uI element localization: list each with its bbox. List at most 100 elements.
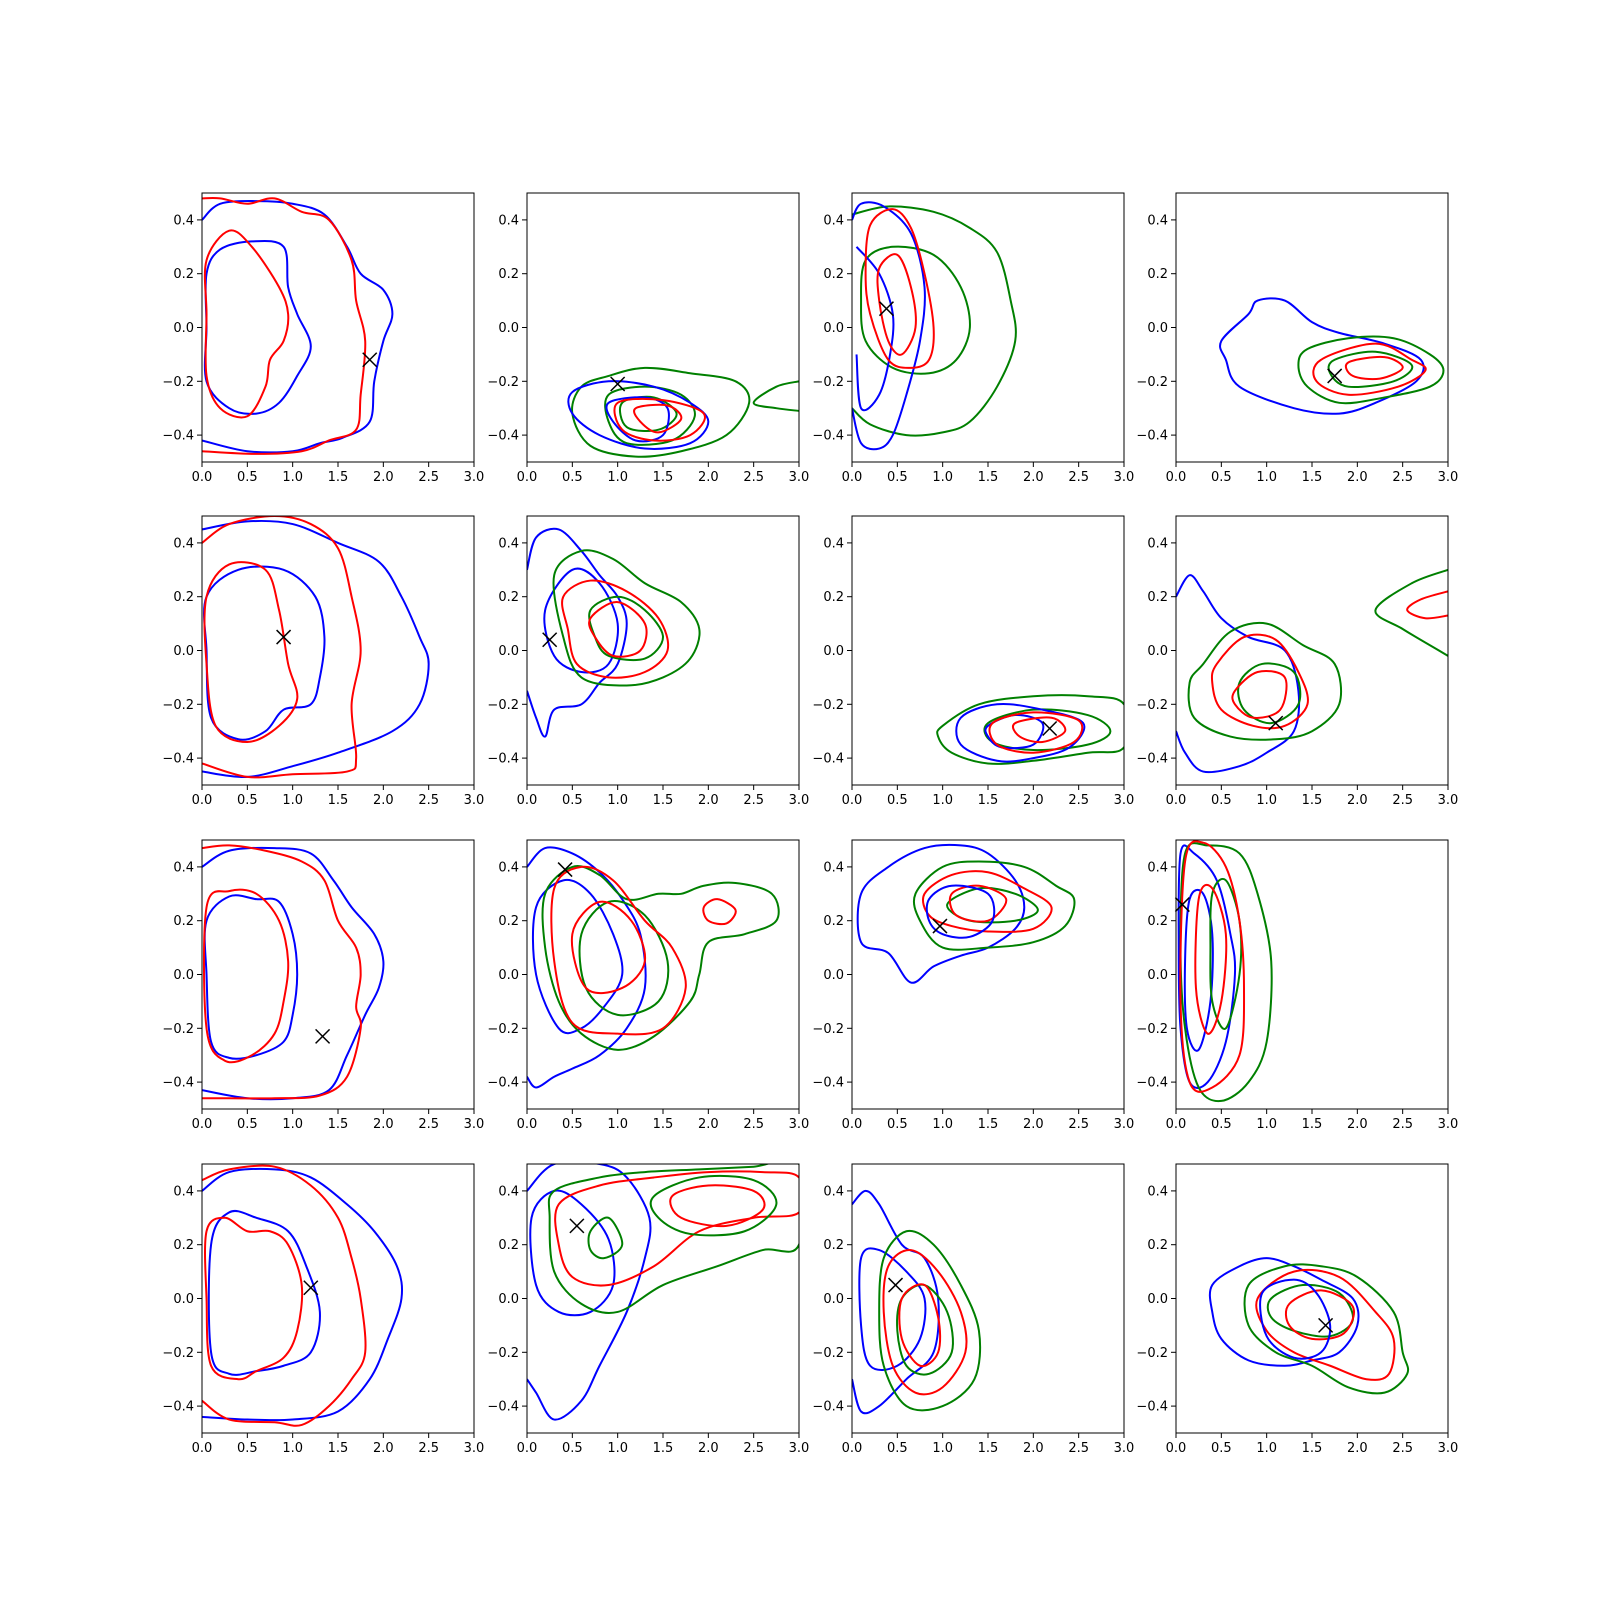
x-marker (1268, 715, 1284, 731)
x-tick-label: 2.0 (698, 1117, 719, 1132)
x-tick-label: 1.5 (653, 1441, 674, 1456)
contour-lines (936, 694, 1124, 765)
contour-lines (1177, 840, 1273, 1103)
y-tick-label: −0.2 (487, 698, 519, 713)
blue-contour-line (207, 1209, 321, 1376)
red-contour-line (1179, 840, 1246, 1093)
blue-contour-line (527, 1164, 652, 1421)
y-tick-label: 0.4 (498, 213, 519, 228)
x-tick-label: 2.5 (1392, 470, 1413, 485)
x-marker (1327, 368, 1343, 384)
x-tick-label: 2.5 (1068, 793, 1089, 808)
y-tick-label: 0.0 (1147, 968, 1168, 983)
axes-frame (1175, 192, 1449, 463)
y-tick-label: 0.2 (1147, 914, 1168, 929)
green-contour-line (578, 900, 670, 1017)
red-contour-line (613, 397, 706, 442)
x-marker (315, 1028, 331, 1044)
green-contour-line (547, 1164, 799, 1314)
x-tick-label: 0.0 (842, 793, 863, 808)
y-tick-label: −0.4 (487, 429, 519, 444)
x-tick-label: 1.0 (1256, 1117, 1277, 1132)
green-contour-line (752, 380, 799, 412)
red-contour-line (570, 900, 647, 995)
x-marker (276, 629, 292, 645)
green-contour-line (649, 1174, 778, 1237)
contour-lines (202, 196, 394, 455)
y-tick-label: 0.0 (173, 644, 194, 659)
y-tick-label: 0.4 (823, 536, 844, 551)
x-tick-label: 1.0 (932, 1117, 953, 1132)
y-tick-label: −0.2 (162, 1022, 194, 1037)
y-tick-label: 0.2 (823, 267, 844, 282)
x-tick-label: 0.5 (1211, 1441, 1232, 1456)
contour-lines (1208, 1257, 1410, 1395)
contour-lines (202, 1164, 404, 1427)
y-tick-label: −0.2 (1136, 698, 1168, 713)
red-contour-line (948, 884, 1008, 923)
blue-contour-line (1176, 574, 1301, 774)
x-tick-label: 2.0 (1023, 1117, 1044, 1132)
y-tick-label: 0.0 (173, 1292, 194, 1307)
red-contour-line (1284, 1289, 1355, 1341)
red-contour-line (633, 403, 683, 434)
x-tick-label: 0.0 (517, 1117, 538, 1132)
x-tick-label: 1.0 (607, 793, 628, 808)
green-contour-line (1209, 877, 1243, 1030)
x-tick-label: 3.0 (1114, 793, 1135, 808)
x-tick-label: 0.5 (1211, 793, 1232, 808)
x-tick-label: 0.0 (192, 1117, 213, 1132)
panel-6: 0.0 0.5 1.0 1.5 2.0 2.5 3.0 −0.4 −0.2 0.0 0.2 0.4 (487, 515, 810, 808)
x-tick-label: 2.5 (418, 1117, 439, 1132)
blue-contour-line (852, 1189, 940, 1415)
green-contour-line (860, 245, 971, 375)
y-tick-label: −0.2 (812, 698, 844, 713)
x-tick-label: 0.0 (192, 1441, 213, 1456)
blue-contour-line (567, 380, 710, 450)
red-contour-line (561, 579, 670, 679)
y-tick-label: −0.4 (812, 1076, 844, 1091)
red-contour-line (1255, 1268, 1396, 1381)
y-tick-label: 0.2 (498, 267, 519, 282)
x-tick-label: 1.0 (1256, 793, 1277, 808)
y-tick-label: 0.4 (823, 860, 844, 875)
x-tick-label: 1.0 (607, 1117, 628, 1132)
y-tick-label: −0.4 (812, 1400, 844, 1415)
y-tick-label: 0.0 (1147, 644, 1168, 659)
x-tick-label: 1.5 (653, 1117, 674, 1132)
x-tick-label: 1.0 (282, 470, 303, 485)
y-tick-label: 0.0 (823, 321, 844, 336)
green-contour-line (1187, 621, 1343, 741)
red-contour-line (1406, 590, 1448, 620)
x-tick-label: 3.0 (789, 793, 810, 808)
x-tick-label: 0.0 (842, 1117, 863, 1132)
panel-5: 0.0 0.5 1.0 1.5 2.0 2.5 3.0 −0.4 −0.2 0.0 0.2 0.4 (162, 515, 484, 808)
red-contour-line (202, 516, 362, 779)
x-tick-label: 1.5 (1302, 1441, 1323, 1456)
axes-frame (201, 839, 475, 1110)
blue-contour-line (203, 565, 326, 741)
red-contour-line (203, 561, 299, 743)
green-contour-line (1237, 662, 1302, 725)
x-tick-label: 2.5 (743, 793, 764, 808)
y-tick-label: 0.4 (1147, 536, 1168, 551)
axes-frame (526, 192, 800, 463)
panel-1: 0.0 0.5 1.0 1.5 2.0 2.5 3.0 −0.4 −0.2 0.0 0.2 0.4 (162, 192, 484, 485)
red-contour-line (554, 1170, 799, 1287)
red-contour-line (550, 865, 687, 1036)
y-tick-label: −0.4 (162, 429, 194, 444)
x-marker (610, 376, 626, 392)
green-contour-line (936, 694, 1124, 765)
y-tick-label: 0.4 (173, 536, 194, 551)
panel-7: 0.0 0.5 1.0 1.5 2.0 2.5 3.0 −0.4 −0.2 0.0 0.2 0.4 (812, 515, 1135, 808)
red-contour-line (202, 196, 367, 455)
x-tick-label: 0.5 (1211, 1117, 1232, 1132)
green-contour-line (619, 395, 678, 433)
x-tick-label: 3.0 (464, 1117, 485, 1132)
blue-contour-line (925, 884, 996, 939)
red-contour-line (702, 898, 737, 926)
x-tick-label: 0.5 (562, 793, 583, 808)
x-tick-label: 3.0 (1114, 1441, 1135, 1456)
red-contour-line (669, 1184, 766, 1228)
